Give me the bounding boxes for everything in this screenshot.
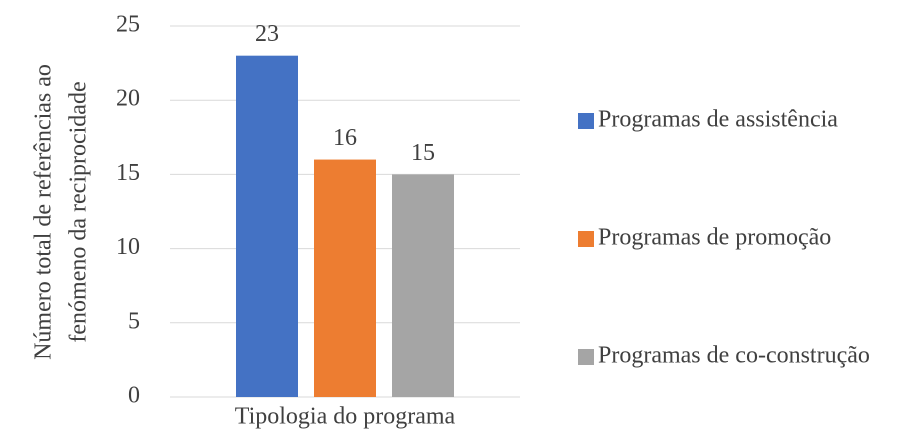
bar bbox=[236, 55, 298, 398]
legend-label: Programas de assistência bbox=[598, 107, 838, 133]
y-tick-label: 20 bbox=[116, 86, 140, 112]
data-label: 23 bbox=[255, 21, 279, 47]
y-axis-label: Número total de referências ao bbox=[31, 64, 57, 360]
legend-swatch bbox=[578, 113, 594, 129]
y-tick-label: 10 bbox=[116, 234, 140, 260]
y-tick-label: 15 bbox=[116, 160, 140, 186]
y-tick-label: 5 bbox=[128, 308, 140, 334]
y-tick-label: 0 bbox=[128, 383, 140, 409]
legend-swatch bbox=[578, 349, 594, 365]
legend-label: Programas de co-construção bbox=[598, 343, 870, 369]
legend-swatch bbox=[578, 231, 594, 247]
y-tick-label: 25 bbox=[116, 12, 140, 38]
bar bbox=[392, 174, 454, 397]
data-label: 16 bbox=[333, 125, 357, 151]
bar bbox=[314, 159, 376, 397]
y-axis-label: fenómeno da reciprocidade bbox=[66, 81, 92, 342]
legend-label: Programas de promoção bbox=[598, 225, 831, 251]
x-tick-label: Tipologia do programa bbox=[235, 404, 456, 430]
data-label: 15 bbox=[411, 140, 435, 166]
